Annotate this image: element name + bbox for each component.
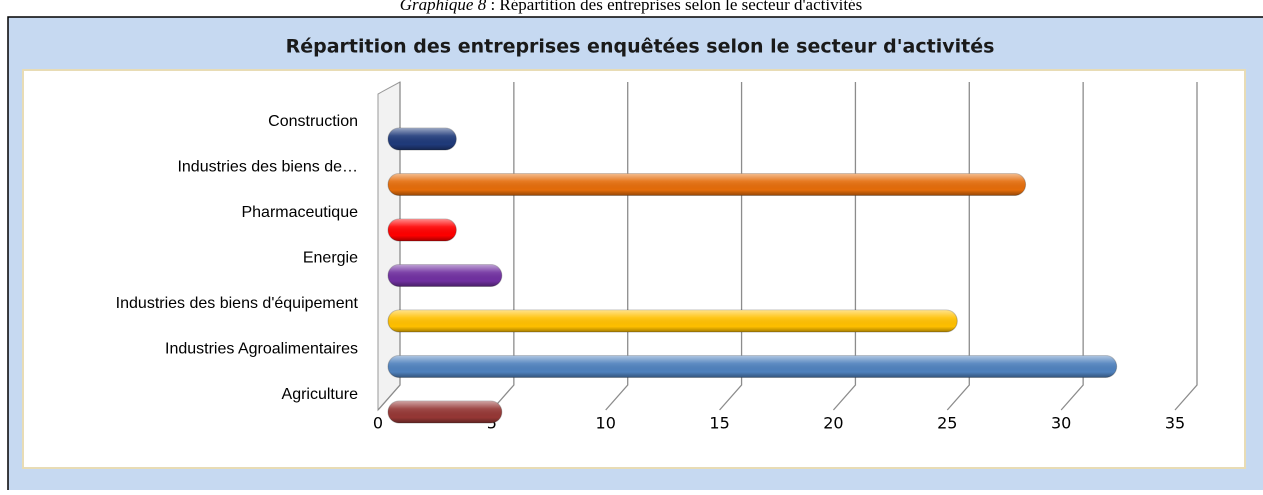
x-tick-label: 25 (937, 414, 957, 433)
grid-line (1060, 82, 1084, 411)
y-tick-label: Industries des biens d'équipement (116, 295, 359, 312)
bar-gloss (388, 128, 457, 150)
y-tick-label: Agriculture (282, 386, 359, 403)
bar-gloss (388, 264, 502, 287)
chart-title: Répartition des entreprises enquêtées se… (286, 36, 995, 58)
caption: Graphique 8 : Répartition des entreprise… (400, 0, 862, 14)
caption-label: Graphique 8 (400, 0, 487, 14)
x-tick-label: 0 (373, 414, 383, 433)
x-tick-label: 5 (487, 414, 497, 433)
x-tick-label: 35 (1165, 414, 1185, 433)
caption-text: : Répartition des entreprises selon le s… (486, 0, 862, 14)
bar-gloss (388, 355, 1117, 378)
y-tick-label: Pharmaceutique (241, 204, 358, 221)
y-tick-label: Industries Agroalimentaires (165, 341, 358, 358)
bar-gloss (388, 401, 502, 423)
bar-gloss (388, 219, 457, 241)
x-tick-label: 30 (1051, 414, 1071, 433)
x-tick-label: 20 (823, 414, 843, 433)
y-tick-label: Construction (268, 113, 358, 130)
x-tick-label: 15 (709, 414, 729, 433)
plot-area (22, 69, 1246, 469)
x-tick-label: 10 (596, 414, 616, 433)
grid-line (1174, 82, 1198, 411)
y-tick-label: Industries des biens de… (177, 159, 358, 176)
bar-gloss (388, 310, 958, 332)
bar-gloss (388, 173, 1026, 196)
y-tick-label: Energie (303, 250, 358, 267)
